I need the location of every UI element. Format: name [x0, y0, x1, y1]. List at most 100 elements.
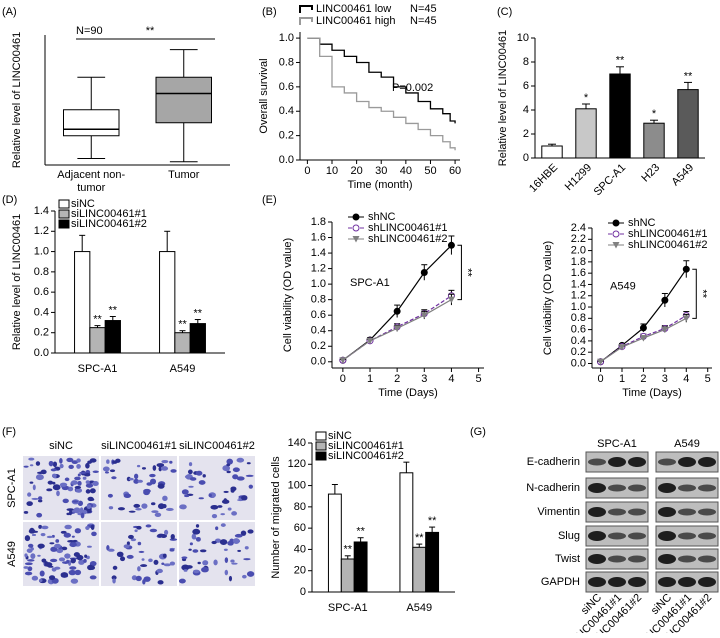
cell: [37, 543, 45, 549]
x-tick-label: 0: [340, 373, 346, 385]
y-tick-label: 0.6: [571, 324, 586, 336]
cell: [161, 459, 169, 464]
cell: [66, 559, 70, 564]
y-tick-label: 0.0: [571, 357, 586, 369]
cell: [112, 578, 116, 584]
panel-label: (C): [497, 6, 512, 18]
y-tick-label: 1.8: [311, 216, 326, 228]
cell: [40, 532, 46, 537]
cell: [89, 488, 96, 494]
cell: [170, 533, 175, 540]
y-tick-label: 0.4: [311, 325, 326, 337]
cell: [47, 480, 54, 485]
protein-label: E-cadherin: [527, 456, 580, 468]
cell: [68, 464, 74, 469]
cell: [64, 477, 70, 482]
cell: [76, 463, 81, 469]
cell: [48, 460, 54, 467]
panel-label: (F): [2, 426, 16, 438]
cell: [64, 553, 71, 559]
cell: [32, 484, 36, 491]
cell: [149, 473, 156, 478]
significance: **: [178, 319, 187, 331]
y-axis-label: Relative level of LINC00461: [11, 214, 23, 350]
blot-band: [678, 577, 696, 587]
y-tick-label: 1.0: [279, 32, 294, 44]
cell: [158, 466, 162, 472]
cell: [156, 463, 165, 468]
cell: [23, 566, 29, 569]
y-tick-label: 20: [294, 565, 306, 577]
cell: [56, 490, 60, 497]
significance: **: [415, 532, 424, 544]
y-tick-label: 0.6: [279, 81, 294, 93]
blot-band: [608, 577, 626, 587]
cell: [226, 463, 231, 467]
annotation: **: [146, 25, 155, 37]
cell: [126, 554, 134, 559]
blot-band: [678, 508, 696, 516]
blot-band: [628, 532, 646, 540]
cell: [156, 568, 163, 574]
cell: [130, 538, 137, 542]
cell: [157, 483, 165, 489]
protein-label: Twist: [555, 553, 580, 565]
cell: [136, 525, 142, 530]
legend-swatch: [315, 431, 327, 441]
cell: [165, 507, 174, 511]
bracket: [692, 268, 697, 319]
cell: [91, 531, 97, 537]
blot-band: [678, 484, 696, 492]
cell: [154, 512, 162, 518]
cell: [202, 474, 206, 478]
cell: [151, 510, 159, 514]
marker: [639, 324, 647, 332]
y-tick-label: 0.2: [311, 340, 326, 352]
cell: [236, 457, 245, 463]
marker: [393, 325, 401, 332]
y-tick-label: 140: [288, 437, 306, 449]
cell: [137, 566, 141, 572]
cell: [188, 548, 192, 551]
cell: [128, 510, 136, 513]
cell: [183, 569, 188, 572]
cell: [41, 525, 49, 530]
panel-label: (A): [2, 6, 17, 18]
cell: [169, 561, 176, 566]
blot-band: [658, 483, 676, 493]
x-tick-label: 5: [476, 373, 482, 385]
bar: [353, 541, 368, 593]
legend-label: LINC00461 high: [316, 15, 396, 27]
legend-label: siLINC00461#2: [328, 450, 404, 462]
x-tick-label: SPC-A1: [328, 602, 368, 614]
cell: [145, 524, 152, 528]
cell: [234, 533, 243, 538]
cell: [189, 542, 193, 546]
cell: [67, 486, 74, 492]
blot-band: [678, 555, 696, 563]
marker: [661, 296, 669, 304]
annotation: A549: [610, 281, 636, 293]
cell: [149, 528, 158, 533]
cell: [240, 530, 247, 536]
cell: [83, 558, 87, 563]
y-tick-label: 1.0: [34, 245, 49, 257]
x-tick-label: A549: [406, 602, 432, 614]
x-tick-label: 16HBE: [527, 162, 560, 195]
cell: [126, 541, 130, 546]
cell: [61, 546, 68, 551]
bar: [677, 89, 699, 159]
cell: [85, 489, 91, 494]
y-tick-label: 0.8: [571, 312, 586, 324]
cell: [195, 536, 201, 542]
y-tick-label: 0.6: [311, 309, 326, 321]
cell: [169, 460, 173, 464]
cell: [133, 503, 141, 508]
legend-label: LINC00461 low: [316, 3, 391, 15]
significance: **: [343, 544, 352, 556]
x-tick-label: 1: [367, 373, 373, 385]
box: [63, 109, 120, 137]
marker: [447, 296, 455, 304]
cell: [37, 499, 43, 503]
